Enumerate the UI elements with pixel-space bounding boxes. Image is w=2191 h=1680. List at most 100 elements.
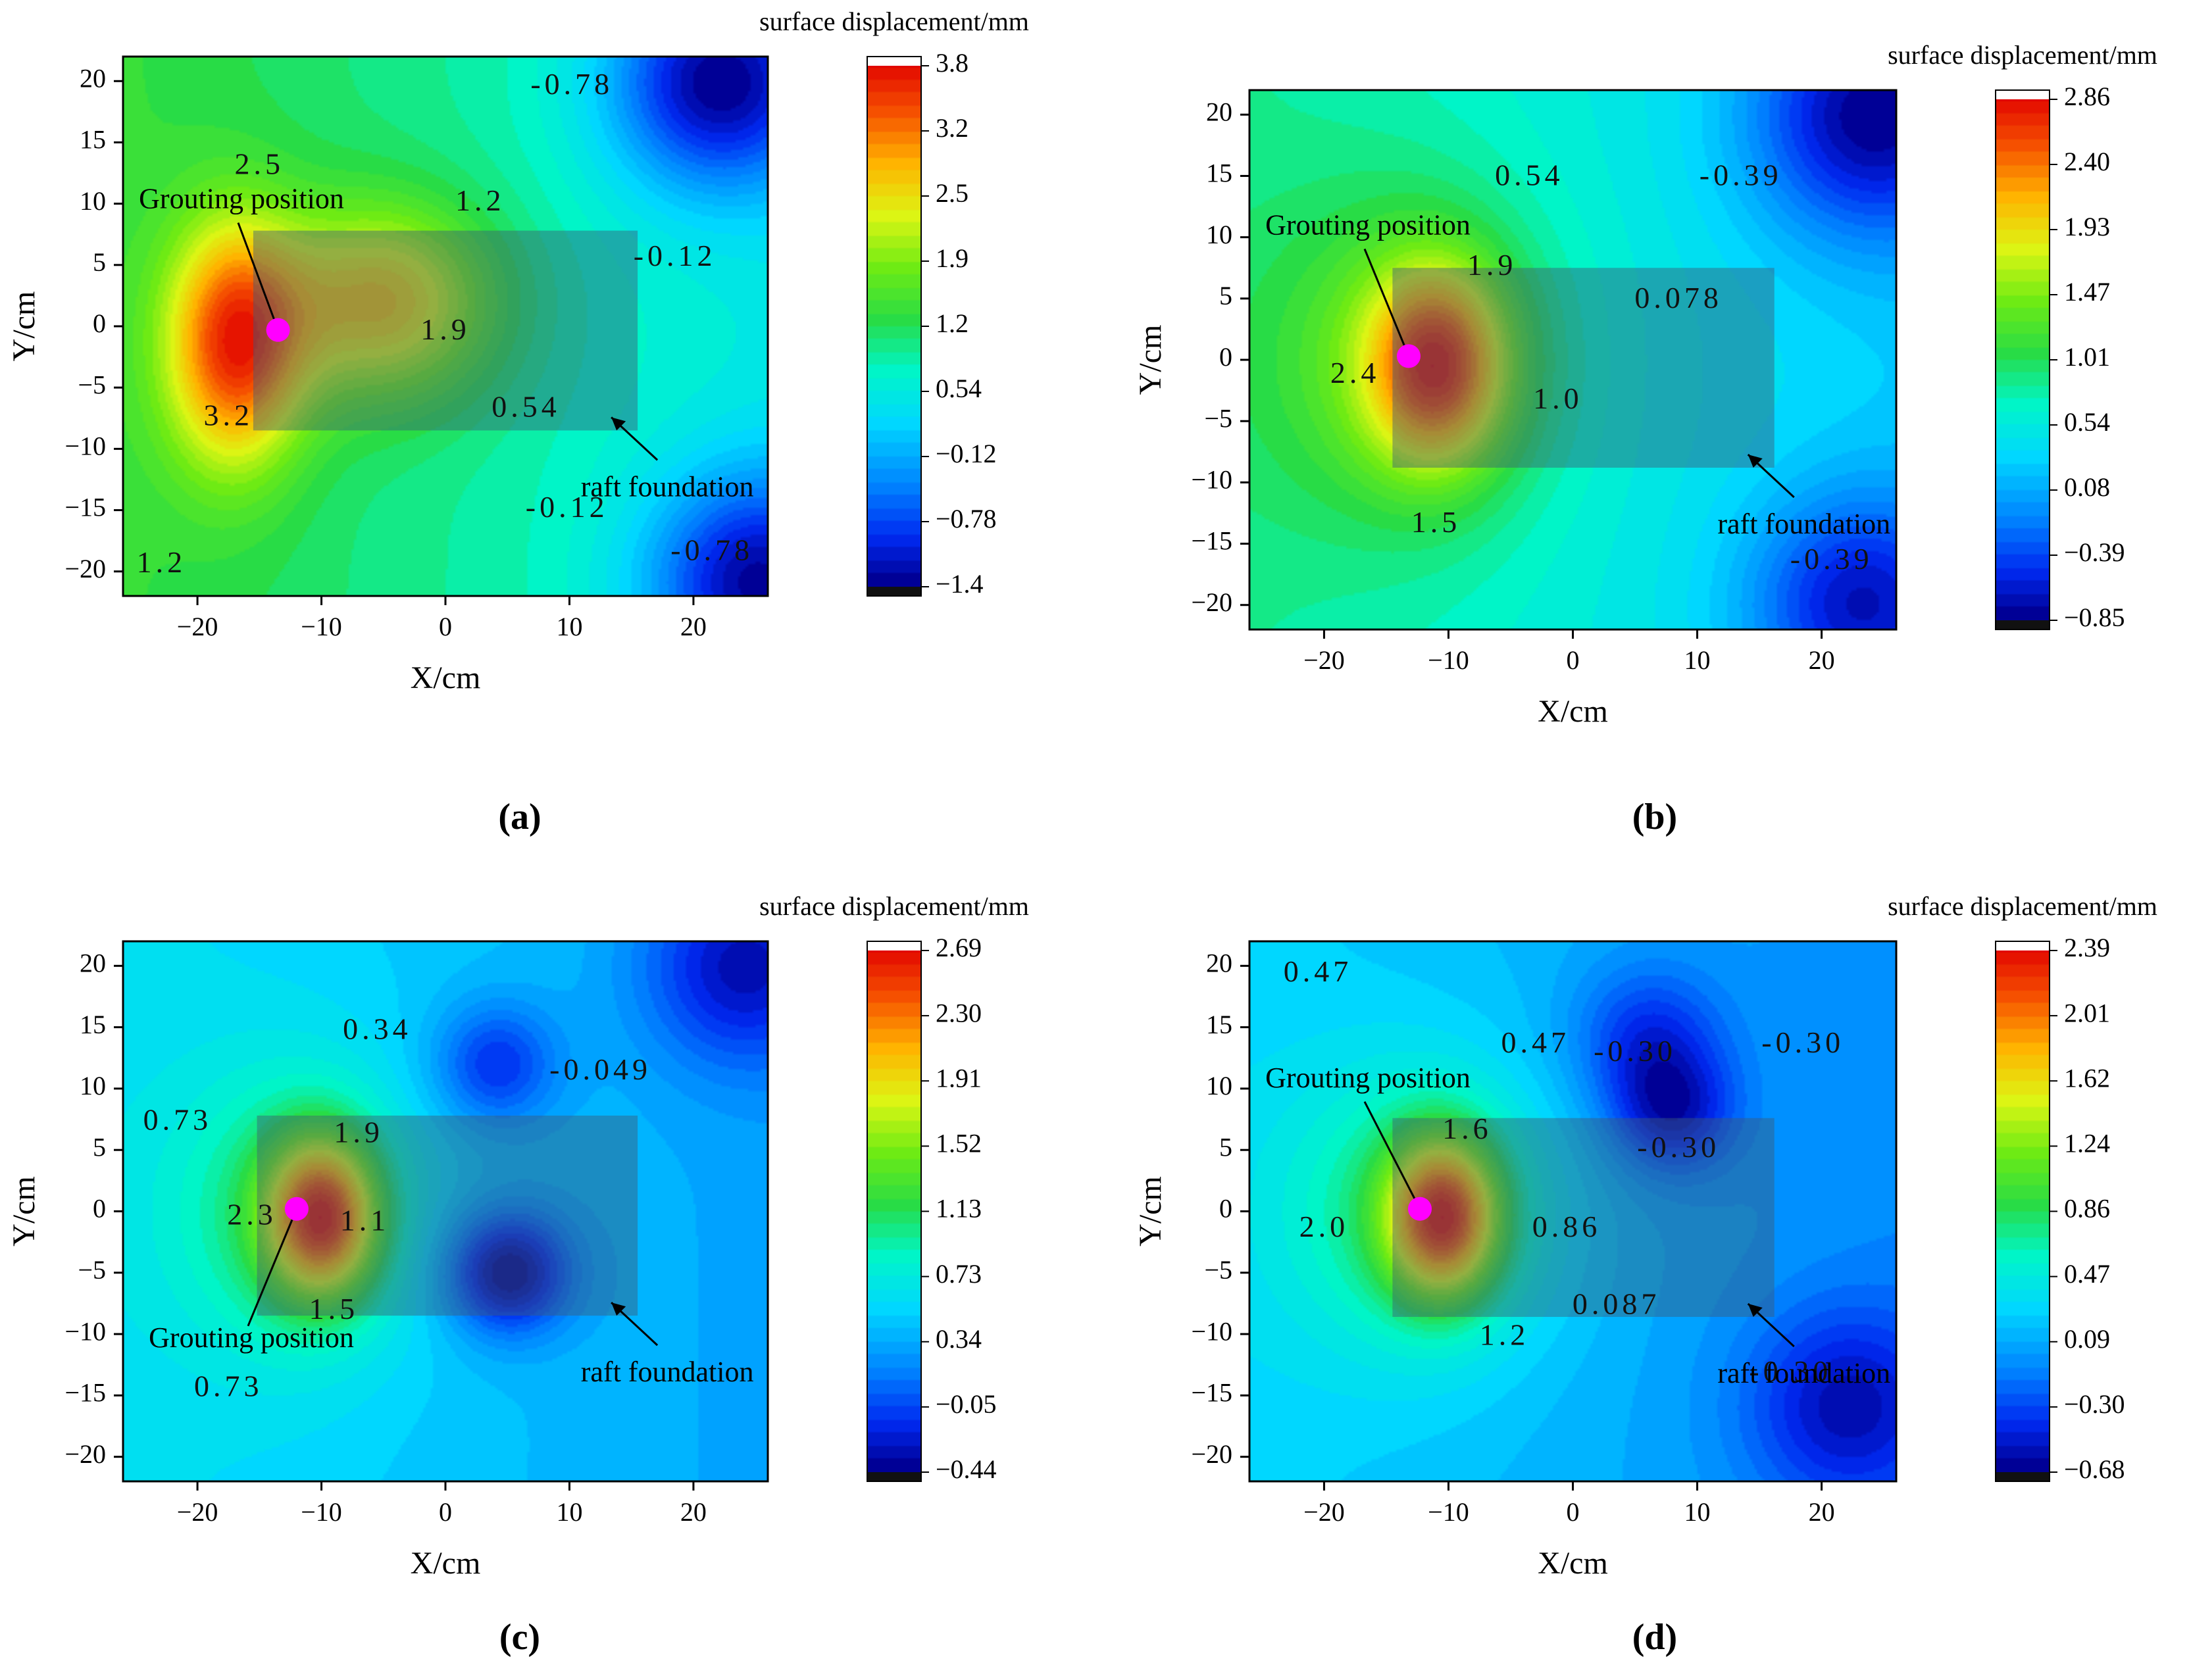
y-tick-label: −20 (64, 554, 106, 583)
colorbar-tick-label: 1.9 (936, 243, 969, 273)
contour-label: 0.47 (1284, 954, 1353, 988)
raft-foundation-rect (1392, 1118, 1775, 1317)
contour-label: -0.12 (526, 490, 609, 524)
colorbar-tick-label: 0.73 (936, 1259, 982, 1289)
colorbar-tick-label: 1.62 (2064, 1063, 2110, 1093)
x-tick-label: −10 (1428, 1497, 1469, 1527)
colorbar-over-swatch (1996, 941, 2050, 951)
x-tick-label: 10 (556, 612, 582, 641)
colorbar-tick-label: 0.47 (2064, 1259, 2110, 1289)
panel-label: (b) (1632, 797, 1677, 837)
colorbar-tick-label: 0.86 (2064, 1194, 2110, 1223)
y-tick-label: 10 (1206, 220, 1232, 249)
colorbar-gradient (1996, 951, 2050, 1472)
y-tick-label: 10 (80, 1071, 106, 1100)
contour-label: 2.4 (1330, 356, 1380, 389)
grouting-position-marker (1396, 344, 1421, 368)
colorbar-tick-label: 1.93 (2064, 212, 2110, 241)
contour-label: 0.078 (1634, 281, 1723, 314)
colorbar-gradient (1996, 99, 2050, 620)
colorbar-tick-label: −0.05 (936, 1389, 997, 1419)
contour-label: -0.049 (549, 1052, 651, 1086)
colorbar-tick-label: 0.54 (2064, 407, 2110, 437)
contour-label: -0.30 (1594, 1034, 1676, 1068)
y-tick-label: −5 (1204, 1255, 1232, 1285)
x-axis-title: X/cm (1538, 694, 1608, 729)
colorbar-over-swatch (867, 941, 921, 951)
contour-label: 1.5 (1411, 505, 1461, 539)
x-tick-label: −20 (1303, 645, 1345, 675)
displacement-field (1249, 90, 1896, 630)
colorbar-under-swatch (1996, 620, 2050, 630)
y-tick-label: 15 (80, 125, 106, 155)
raft-foundation-rect (253, 230, 638, 431)
y-tick-label: −15 (64, 1378, 106, 1408)
x-tick-label: 20 (680, 612, 707, 641)
colorbar-gradient (867, 66, 921, 587)
y-tick-label: −20 (64, 1439, 106, 1469)
colorbar-title: surface displacement/mm (759, 891, 1029, 921)
contour-label: 1.6 (1442, 1112, 1492, 1145)
contour-label: -0.30 (1637, 1130, 1720, 1164)
y-tick-label: 10 (1206, 1071, 1232, 1100)
x-tick-label: −10 (301, 1497, 342, 1527)
colorbar-gradient (867, 951, 921, 1472)
colorbar-tick-label: 1.13 (936, 1194, 982, 1223)
raft-arrowhead (1748, 1303, 1763, 1317)
colorbar-under-swatch (867, 1472, 921, 1481)
colorbar-tick-label: 1.2 (936, 309, 969, 338)
colorbar-tick-label: −0.44 (936, 1454, 997, 1484)
y-tick-label: 5 (1219, 281, 1232, 310)
raft-foundation-rect (257, 1115, 638, 1316)
colorbar-tick-label: −0.78 (936, 504, 997, 533)
y-tick-label: 15 (1206, 159, 1232, 188)
contour-label: 1.9 (334, 1115, 384, 1149)
x-tick-label: 10 (1684, 645, 1711, 675)
grouting-position-label: Grouting position (1265, 1062, 1471, 1094)
contour-label: -0.30 (1761, 1025, 1844, 1059)
raft-arrowhead (611, 1302, 626, 1316)
colorbar-tick-label: 0.34 (936, 1324, 982, 1354)
panel-b: 0.54 -0.39 1.9 0.078 2.4 1.0 1.5 -0.39 Grouting … (1133, 40, 2157, 837)
colorbar-tick-label: −0.68 (2064, 1454, 2125, 1484)
contour-label: 1.0 (1533, 382, 1583, 415)
colorbar-title: surface displacement/mm (1888, 891, 2157, 921)
panel-label: (a) (498, 797, 541, 837)
y-tick-label: 5 (93, 247, 106, 277)
panel-c: 0.34 -0.049 0.73 1.9 2.3 1.1 1.5 0.73 Grouting p… (7, 891, 1029, 1658)
y-tick-label: 10 (80, 186, 106, 216)
y-tick-label: 5 (1219, 1132, 1232, 1162)
raft-foundation-label: raft foundation (1717, 1357, 1890, 1389)
x-tick-label: −20 (177, 1497, 218, 1527)
colorbar-tick-label: 2.86 (2064, 82, 2110, 111)
colorbar-tick-label: 1.91 (936, 1063, 982, 1093)
x-tick-label: 10 (1684, 1497, 1711, 1527)
y-axis-title: Y/cm (7, 291, 41, 362)
colorbar-tick-label: 2.30 (936, 998, 982, 1027)
panel-d: 0.47 0.47 -0.30 -0.30 1.6 -0.30 2.0 0.86 0.087 1.… (1133, 891, 2157, 1658)
colorbar-tick-label: −1.4 (936, 569, 984, 599)
colorbar-tick-label: 2.5 (936, 178, 969, 208)
x-tick-label: 0 (1567, 1497, 1580, 1527)
colorbar-tick-label: 1.47 (2064, 277, 2110, 307)
y-tick-label: 0 (1219, 1194, 1232, 1223)
grouting-position-label: Grouting position (1265, 209, 1471, 241)
contour-label: 0.087 (1573, 1287, 1661, 1321)
x-tick-label: 0 (439, 1497, 452, 1527)
raft-foundation-label: raft foundation (581, 470, 754, 503)
contour-label: -0.12 (634, 239, 717, 272)
y-tick-label: −10 (64, 1316, 106, 1346)
colorbar-title: surface displacement/mm (1888, 40, 2157, 70)
contour-label: 2.3 (227, 1197, 277, 1231)
x-tick-label: 20 (1809, 1497, 1835, 1527)
contour-label: 1.2 (1480, 1318, 1530, 1351)
grouting-position-label: Grouting position (139, 183, 344, 215)
contour-label: 1.2 (137, 545, 187, 579)
contour-label: 0.86 (1532, 1210, 1601, 1243)
contour-label: -0.39 (1790, 542, 1873, 576)
x-tick-label: 20 (680, 1497, 707, 1527)
y-tick-label: 15 (1206, 1010, 1232, 1039)
grouting-position-marker (1407, 1197, 1432, 1221)
colorbar-tick-label: 3.2 (936, 113, 969, 143)
